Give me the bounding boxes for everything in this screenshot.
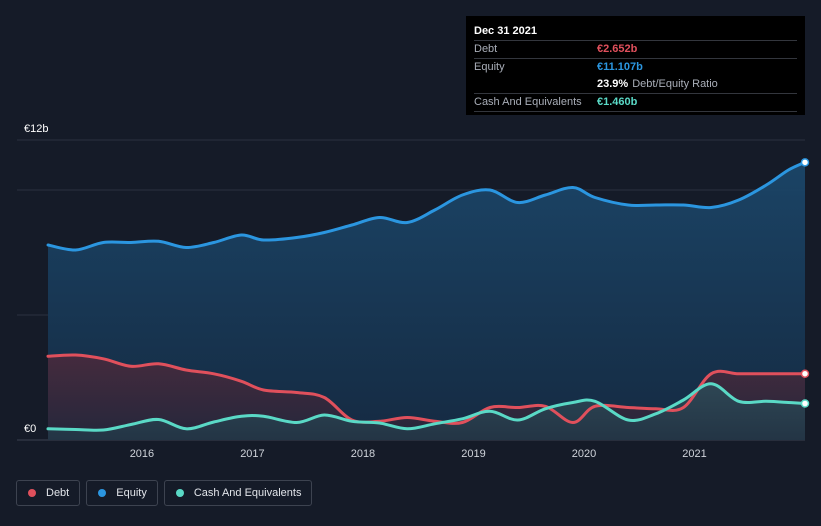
debt-line: [46, 353, 807, 425]
x-tick-2020: 2020: [572, 448, 596, 460]
tooltip-row-ratio: 23.9% Debt/Equity Ratio: [474, 76, 797, 94]
tooltip-ratio-value: 23.9%: [597, 78, 629, 90]
tooltip-debt-label: Debt: [474, 43, 498, 55]
equity-area: [48, 162, 805, 441]
y-axis-label-max: €12b: [24, 123, 48, 135]
tooltip-debt-value: €2.652b: [597, 43, 638, 55]
series-lines: [46, 160, 807, 432]
x-tick-2021: 2021: [682, 448, 706, 460]
cash-area: [48, 383, 805, 440]
tooltip-row-debt: Debt €2.652b: [474, 41, 797, 59]
tooltip-equity-label: Equity: [474, 61, 505, 73]
debt-dot-icon: [28, 489, 36, 497]
tooltip-cash-label: Cash And Equivalents: [474, 96, 582, 108]
cash-line: [46, 382, 807, 432]
legend-debt-label: Debt: [46, 487, 70, 499]
x-axis-ticks: 2016 2017 2018 2019 2020 2021: [130, 448, 707, 460]
series-areas: [48, 162, 805, 441]
tooltip-ratio-label: Debt/Equity Ratio: [632, 78, 718, 90]
x-tick-2018: 2018: [351, 448, 375, 460]
tooltip-cash-value: €1.460b: [597, 96, 638, 108]
equity-dot-icon: [98, 489, 107, 497]
debt-end-marker: [800, 369, 810, 378]
x-tick-2017: 2017: [240, 448, 264, 460]
data-tooltip: Dec 31 2021 Debt €2.652b Equity €11.107b…: [466, 16, 805, 115]
y-axis-label-zero: €0: [24, 423, 36, 435]
x-tick-2016: 2016: [130, 448, 154, 460]
legend-item-equity[interactable]: Equity: [86, 480, 158, 506]
legend-item-cash[interactable]: Cash And Equivalents: [163, 480, 313, 506]
legend-equity-label: Equity: [116, 487, 147, 499]
tooltip-row-equity: Equity €11.107b: [474, 59, 797, 76]
cash-end-marker: [800, 399, 810, 408]
equity-line: [46, 160, 807, 252]
legend-item-debt[interactable]: Debt: [16, 480, 81, 506]
chart-legend: Debt Equity Cash And Equivalents: [16, 480, 318, 506]
x-tick-2019: 2019: [461, 448, 485, 460]
tooltip-row-cash: Cash And Equivalents €1.460b: [474, 94, 797, 112]
tooltip-date: Dec 31 2021: [474, 24, 797, 41]
end-markers: [800, 158, 810, 408]
equity-end-marker: [800, 158, 810, 167]
cash-dot-icon: [175, 489, 184, 497]
legend-cash-label: Cash And Equivalents: [193, 487, 302, 499]
tooltip-equity-value: €11.107b: [597, 61, 643, 73]
